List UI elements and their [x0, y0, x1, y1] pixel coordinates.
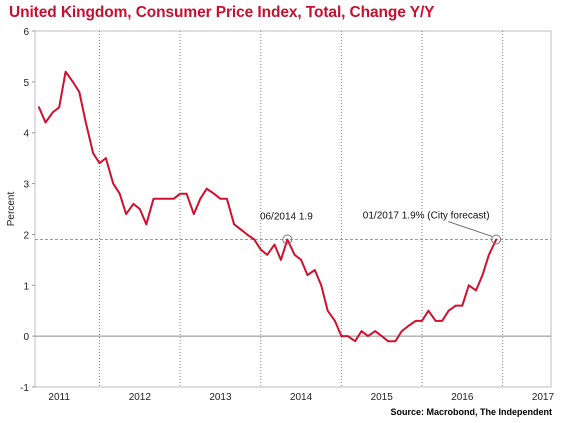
x-tick-label: 2014	[290, 392, 313, 403]
x-tick-label: 2016	[451, 392, 474, 403]
annotation-marker	[491, 234, 502, 245]
y-tick-label: 2	[23, 230, 29, 241]
y-tick-label: 1	[23, 281, 29, 292]
y-tick-label: 0	[23, 332, 29, 343]
x-tick-label: 2015	[371, 392, 394, 403]
chart-title: United Kingdom, Consumer Price Index, To…	[9, 4, 435, 21]
annotation-label: 06/2014 1.9	[260, 212, 313, 223]
x-tick-label: 2011	[48, 392, 70, 403]
annotation-label: 01/2017 1.9% (City forecast)	[363, 211, 490, 222]
annotation-marker	[282, 234, 293, 245]
cpi-series-line	[38, 70, 498, 343]
x-tick-label: 2013	[209, 392, 232, 403]
x-tick-label: 2017	[532, 392, 555, 403]
source-note: Source: Macrobond, The Independent	[390, 407, 552, 417]
y-axis-label: Percent	[6, 192, 17, 227]
x-tick-label: 2012	[129, 392, 152, 403]
y-tick-label: 4	[23, 129, 29, 140]
annotation-leader	[448, 221, 493, 237]
plot-frame	[34, 30, 552, 388]
y-tick-label: 5	[23, 78, 29, 89]
y-tick-label: 3	[23, 180, 29, 191]
y-tick-label: -1	[20, 383, 29, 394]
y-tick-label: 6	[23, 27, 29, 38]
